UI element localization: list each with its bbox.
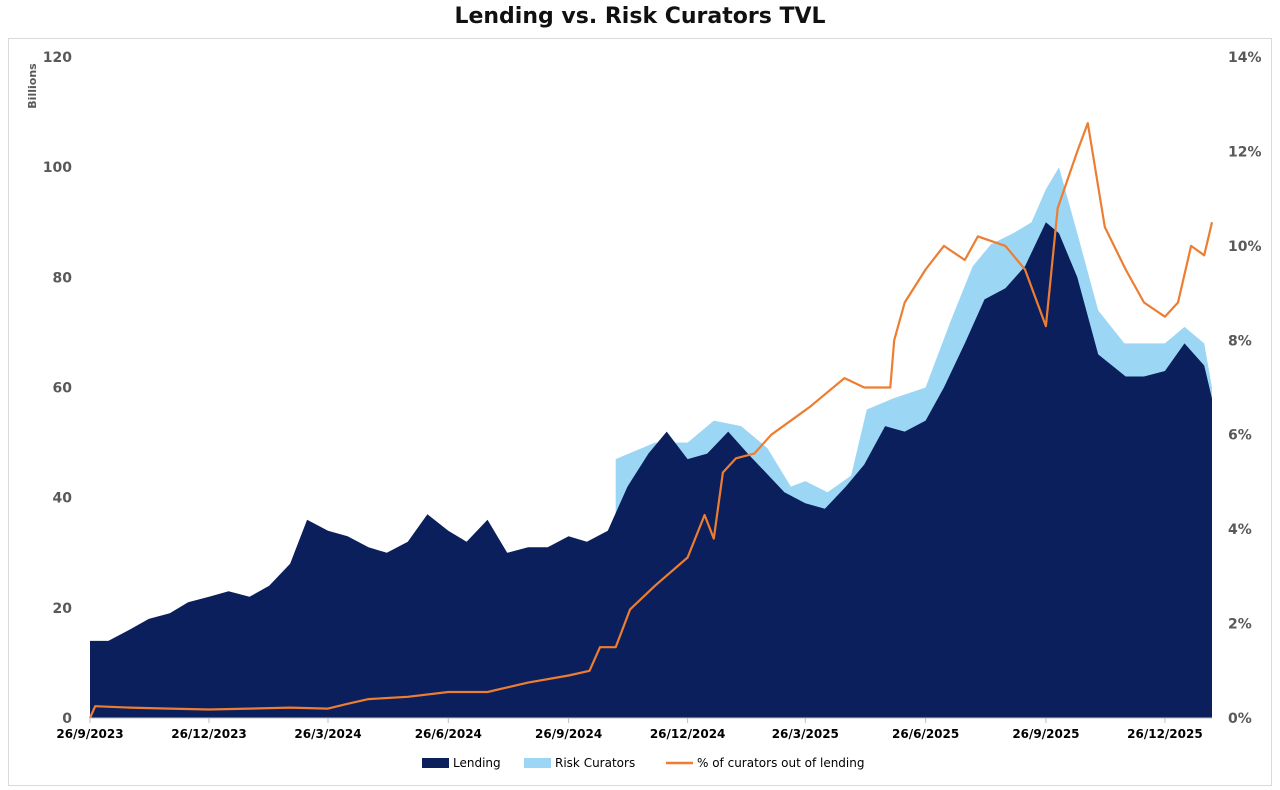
legend-label-lending: Lending bbox=[453, 756, 501, 770]
legend-label-risk-curators: Risk Curators bbox=[555, 756, 635, 770]
y-right-tick-label: 10% bbox=[1228, 239, 1262, 255]
y-left-tick-label: 120 bbox=[43, 50, 72, 66]
legend-swatch-risk-curators bbox=[524, 758, 551, 768]
y-right-tick-label: 0% bbox=[1228, 711, 1252, 727]
area-layer bbox=[90, 167, 1212, 719]
chart-frame bbox=[8, 38, 1272, 786]
y-left-tick-label: 40 bbox=[53, 491, 73, 507]
y-right-tick-label: 14% bbox=[1228, 50, 1262, 66]
y-left-tick-label: 0 bbox=[62, 711, 72, 727]
y-right-tick-label: 6% bbox=[1228, 428, 1252, 444]
legend-label-of-curators-out-of-lending: % of curators out of lending bbox=[697, 756, 864, 770]
y-left-tick-label: 100 bbox=[43, 160, 72, 176]
y-right-tick-label: 2% bbox=[1228, 617, 1252, 633]
series-line-of-curators-out-of-lending bbox=[88, 122, 1214, 719]
y-right-tick-label: 8% bbox=[1228, 333, 1252, 349]
y-right-tick-label: 4% bbox=[1228, 522, 1252, 538]
x-tick-label: 26/3/2024 bbox=[294, 727, 361, 741]
series-area-lending bbox=[90, 222, 1212, 719]
x-tick-label: 26/12/2025 bbox=[1127, 727, 1203, 741]
y-left-tick-label: 20 bbox=[53, 601, 73, 617]
x-tick-label: 26/6/2025 bbox=[892, 727, 959, 741]
line-layer bbox=[88, 122, 1214, 719]
y-left-tick-label: 60 bbox=[53, 381, 73, 397]
x-tick-label: 26/12/2023 bbox=[171, 727, 247, 741]
y-right-axis: 0% 2% 4% 6% 8% 10% 12% 14% bbox=[1228, 50, 1262, 727]
x-tick-label: 26/9/2023 bbox=[56, 727, 123, 741]
legend: Lending Risk Curators % of curators out of… bbox=[422, 756, 864, 770]
x-axis: 26/9/2023 26/12/2023 26/3/2024 26/6/2024 26/… bbox=[56, 717, 1212, 741]
legend-swatch-lending bbox=[422, 758, 449, 768]
x-tick-label: 26/9/2025 bbox=[1012, 727, 1079, 741]
x-tick-label: 26/9/2024 bbox=[535, 727, 602, 741]
x-tick-label: 26/6/2024 bbox=[415, 727, 482, 741]
y-right-tick-label: 12% bbox=[1228, 144, 1262, 160]
x-tick-label: 26/3/2025 bbox=[772, 727, 839, 741]
y-left-tick-label: 80 bbox=[53, 270, 73, 286]
x-tick-label: 26/12/2024 bbox=[650, 727, 726, 741]
chart-title: Lending vs. Risk Curators TVL bbox=[454, 4, 826, 29]
y-left-unit-label: Billions bbox=[26, 63, 39, 109]
y-left-axis: 0 20 40 60 80 100 120 bbox=[43, 50, 72, 727]
